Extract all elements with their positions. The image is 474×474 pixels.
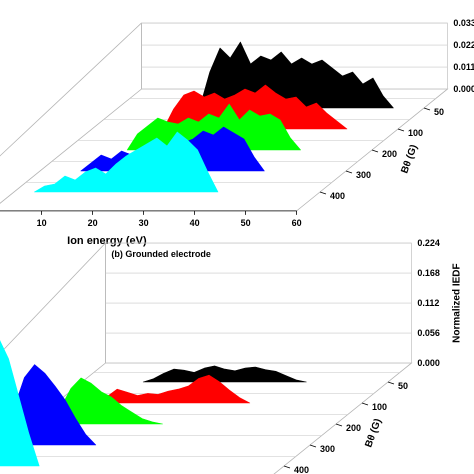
z-tick-label: 100 [408,128,423,138]
x-tick-label: 40 [190,218,200,228]
y-tick-label: 0.000 [453,84,474,94]
z-tick [283,465,291,469]
x-tick-label: 60 [292,218,302,228]
left-wall-top [0,242,106,354]
z-tick-label: 50 [434,107,444,117]
z-axis-label: Bθ (G) [363,417,384,449]
x-axis-label: Ion energy (eV) [67,235,147,247]
z-tick-label: 400 [330,191,345,201]
y-tick-label: 0.011 [453,62,474,72]
left-wall-top [0,22,142,157]
series-400g-area [34,131,219,193]
series-200g-area [126,103,301,151]
series-50g-area [142,365,307,383]
panel-b-chart: 0.000 0.056 0.112 0.168 0.224 50 100 200 300 400 N… [0,238,462,474]
y-tick-label: 0.112 [417,298,439,308]
panel-a-chart: 0.0000.0110.0220.03350100200300400010203… [0,18,474,247]
y-tick-label: 0.168 [417,268,440,278]
y-tick-label: 0.033 [453,18,474,28]
x-tick-label: 30 [139,218,149,228]
z-tick-label: 200 [346,423,361,433]
z-axis-label: Bθ (G) [399,143,420,175]
z-tick [397,128,405,132]
series-200g-area [50,377,163,425]
z-tick [345,170,353,174]
z-tick [309,444,317,448]
series-300g-area [3,364,97,446]
z-tick [423,107,431,111]
z-tick [371,149,379,153]
panel-title: (b) Grounded electrode [111,249,211,259]
y-tick-label: 0.022 [453,40,474,50]
z-tick-label: 400 [294,465,309,474]
z-tick-label: 300 [356,170,371,180]
y-tick-label: 0.056 [417,328,440,338]
y-tick-label: 0.000 [417,358,440,368]
x-tick-label: 20 [88,218,98,228]
z-tick-label: 100 [372,402,387,412]
z-tick [361,402,369,406]
x-tick-label: 10 [37,218,47,228]
series-100g-area [96,374,251,404]
z-tick-label: 50 [398,381,408,391]
z-tick [335,423,343,427]
z-tick [387,381,395,385]
z-tick [319,191,327,195]
y-tick-label: 0.224 [417,238,440,248]
z-tick-label: 300 [320,444,335,454]
z-tick-label: 200 [382,149,397,159]
x-tick-label: 50 [241,218,251,228]
series-400g-area [0,340,40,467]
y-axis-label: Normalized IEDF [451,263,462,342]
